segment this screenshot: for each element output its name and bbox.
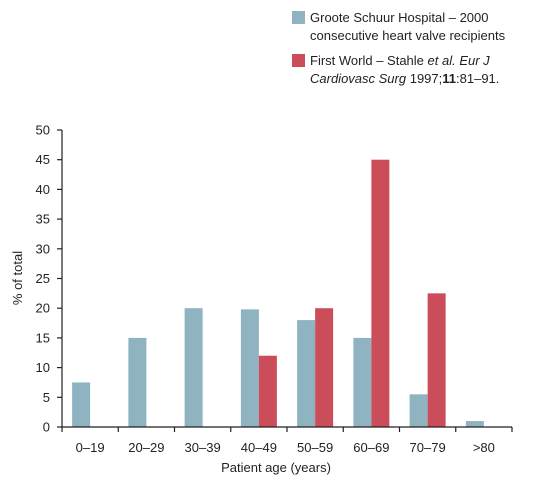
x-tick-label: 30–39 bbox=[185, 440, 221, 455]
bar-series-2 bbox=[427, 293, 446, 427]
chart-legend: Groote Schuur Hospital – 2000 consecutive… bbox=[292, 10, 506, 86]
bars-group bbox=[72, 159, 484, 427]
legend-label-2: Cardiovasc Surg 1997;11:81–91. bbox=[310, 71, 499, 86]
bar-series-2 bbox=[258, 355, 277, 427]
legend-swatch-1 bbox=[292, 11, 305, 24]
bar-series-2 bbox=[371, 159, 390, 427]
y-tick-label: 0 bbox=[43, 420, 50, 435]
y-tick-label: 5 bbox=[43, 390, 50, 405]
x-tick-label: >80 bbox=[473, 440, 495, 455]
x-tick-label: 70–79 bbox=[410, 440, 446, 455]
y-tick-label: 50 bbox=[36, 123, 50, 138]
bar-series-1 bbox=[409, 394, 428, 427]
bar-series-1 bbox=[72, 382, 91, 427]
bar-series-2 bbox=[315, 308, 334, 427]
bar-series-1 bbox=[184, 308, 203, 427]
legend-label-1: consecutive heart valve recipients bbox=[310, 28, 506, 43]
y-tick-label: 45 bbox=[36, 152, 50, 167]
bar-series-1 bbox=[128, 337, 147, 427]
y-tick-label: 20 bbox=[36, 301, 50, 316]
bar-series-1 bbox=[465, 421, 484, 427]
y-tick-label: 10 bbox=[36, 360, 50, 375]
y-axis-title: % of total bbox=[10, 251, 25, 305]
bar-series-1 bbox=[353, 337, 372, 427]
legend-swatch-2 bbox=[292, 54, 305, 67]
x-tick-label: 60–69 bbox=[353, 440, 389, 455]
y-axis-ticks: 0 5 10 15 20 25 30 35 40 45 50 bbox=[36, 123, 62, 435]
y-tick-label: 35 bbox=[36, 212, 50, 227]
legend-label-2: First World – Stahle et al. Eur J bbox=[310, 53, 490, 68]
x-tick-label: 40–49 bbox=[241, 440, 277, 455]
bar-series-1 bbox=[240, 309, 259, 427]
y-tick-label: 40 bbox=[36, 182, 50, 197]
bar-series-1 bbox=[297, 320, 316, 427]
x-axis-title: Patient age (years) bbox=[221, 460, 331, 475]
y-tick-label: 15 bbox=[36, 330, 50, 345]
axes-group: 0 5 10 15 20 25 30 35 40 45 50 0–19 20–29 30–39 40–49… bbox=[10, 123, 513, 475]
x-tick-label: 20–29 bbox=[128, 440, 164, 455]
x-axis-ticks: 0–19 20–29 30–39 40–49 50–59 60–69 70–79 >80 bbox=[61, 427, 513, 455]
x-tick-label: 50–59 bbox=[297, 440, 333, 455]
x-tick-label: 0–19 bbox=[76, 440, 105, 455]
legend-label-1: Groote Schuur Hospital – 2000 bbox=[310, 10, 489, 25]
y-tick-label: 25 bbox=[36, 271, 50, 286]
y-tick-label: 30 bbox=[36, 241, 50, 256]
